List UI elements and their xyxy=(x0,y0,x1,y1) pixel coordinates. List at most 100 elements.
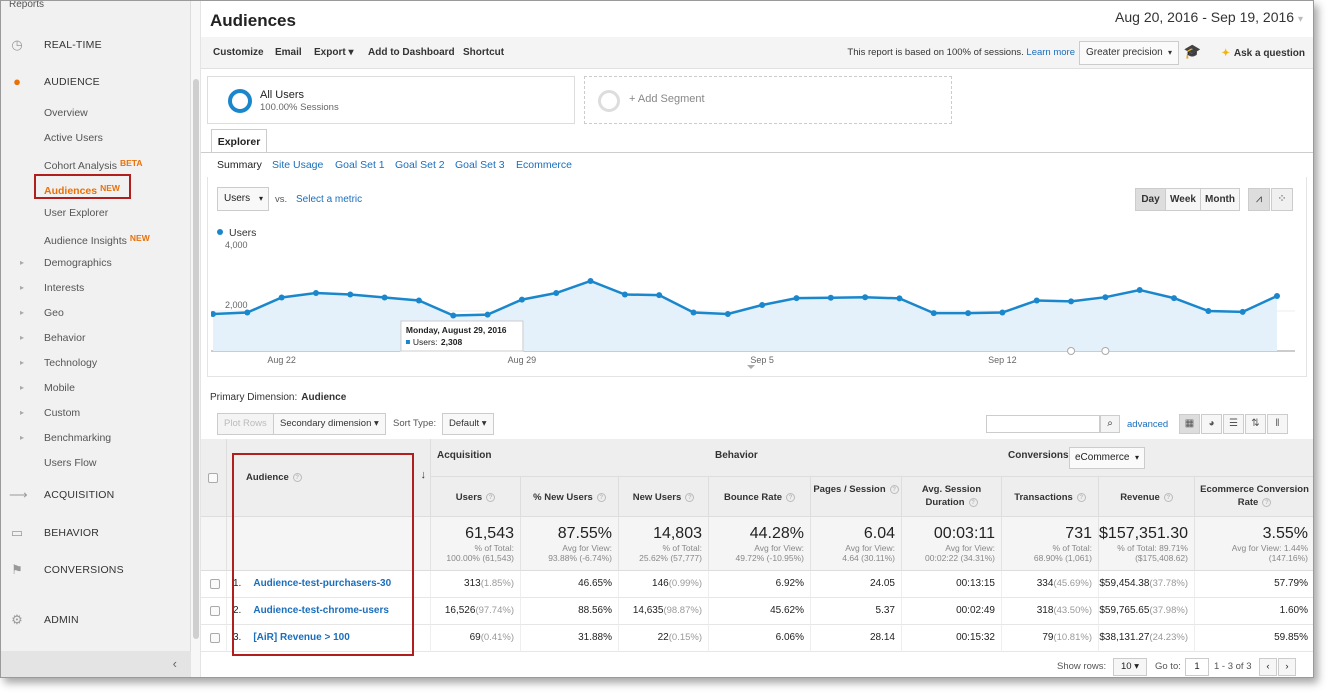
row-select-cell[interactable] xyxy=(201,598,227,625)
column-header[interactable]: % New Users? xyxy=(521,477,619,517)
email-button[interactable]: Email xyxy=(275,47,302,58)
column-header[interactable]: Transactions? xyxy=(1002,477,1099,517)
add-to-dashboard-button[interactable]: Add to Dashboard xyxy=(368,47,455,58)
column-header[interactable]: Bounce Rate? xyxy=(709,477,811,517)
sidebar-item-audience[interactable]: ● AUDIENCE xyxy=(1,71,191,93)
metric-select[interactable]: Users ▾ xyxy=(217,187,269,211)
sidebar-scrollbar[interactable] xyxy=(191,1,201,677)
sidebar-item-users-flow[interactable]: Users Flow xyxy=(1,452,191,474)
subtab-goal-set-2[interactable]: Goal Set 2 xyxy=(395,159,445,171)
legend-label: Users xyxy=(229,227,257,239)
select-all-cell[interactable] xyxy=(201,439,227,517)
subtab-summary[interactable]: Summary xyxy=(217,159,262,171)
tab-explorer[interactable]: Explorer xyxy=(211,129,267,153)
add-segment-button[interactable]: + Add Segment xyxy=(584,76,952,124)
period-week-button[interactable]: Week xyxy=(1165,188,1201,211)
segment-all-users[interactable]: All Users 100.00% Sessions xyxy=(207,76,575,124)
sidebar-item-audiences[interactable]: Audiences NEW xyxy=(1,177,191,199)
period-day-button[interactable]: Day xyxy=(1135,188,1166,211)
sidebar-item-admin[interactable]: ⚙ ADMIN xyxy=(1,609,191,631)
tooltip-title: Monday, August 29, 2016 xyxy=(406,325,507,335)
sidebar-item-technology[interactable]: ▸ Technology xyxy=(1,352,191,374)
customize-button[interactable]: Customize xyxy=(213,47,264,58)
search-icon[interactable]: ⌕ xyxy=(1100,415,1120,433)
performance-view-icon[interactable]: ☰ xyxy=(1223,414,1244,434)
column-header[interactable]: New Users? xyxy=(619,477,709,517)
table-cell: 00:13:15 xyxy=(902,571,1002,598)
conversion-type-select[interactable]: eCommerce ▾ xyxy=(1069,447,1145,469)
row-checkbox[interactable] xyxy=(210,633,220,643)
tooltip-label: Users: xyxy=(413,337,438,347)
shortcut-button[interactable]: Shortcut xyxy=(463,47,505,58)
period-month-button[interactable]: Month xyxy=(1200,188,1240,211)
sidebar-item-cohort-analysis[interactable]: Cohort Analysis BETA xyxy=(1,152,191,174)
sidebar-item-user-explorer[interactable]: User Explorer xyxy=(1,202,191,224)
sidebar-item-geo[interactable]: ▸ Geo xyxy=(1,302,191,324)
sidebar-item-realtime[interactable]: ◷ REAL-TIME xyxy=(1,34,191,56)
table-cell: 14,635(98.87%) xyxy=(619,598,709,625)
segment-ring-icon xyxy=(228,89,252,113)
audience-column-header[interactable]: Audience? ↓ xyxy=(227,439,431,517)
table-cell: 24.05 xyxy=(811,571,902,598)
goto-page-input[interactable]: 1 xyxy=(1185,658,1209,676)
table-search-input[interactable] xyxy=(986,415,1100,433)
collapse-sidebar-button[interactable]: ‹ xyxy=(1,651,191,677)
column-header[interactable]: Users? xyxy=(431,477,521,517)
sort-type-select[interactable]: Default ▾ xyxy=(442,413,494,435)
expand-arrow-icon: ▸ xyxy=(20,333,25,342)
audience-link[interactable]: Audience-test-chrome-users xyxy=(253,605,389,616)
sidebar-item-mobile[interactable]: ▸ Mobile xyxy=(1,377,191,399)
table-view-icon[interactable]: ▦ xyxy=(1179,414,1200,434)
graduation-cap-icon[interactable]: 🎓 xyxy=(1183,43,1201,59)
secondary-dimension-select[interactable]: Secondary dimension ▾ xyxy=(273,413,386,435)
subtab-ecommerce[interactable]: Ecommerce xyxy=(516,159,573,171)
scrollbar-thumb[interactable] xyxy=(193,79,199,639)
sidebar-item-benchmarking[interactable]: ▸ Benchmarking xyxy=(1,427,191,449)
select-metric-link[interactable]: Select a metric xyxy=(296,194,363,205)
row-checkbox[interactable] xyxy=(210,606,220,616)
badge: NEW xyxy=(100,183,120,193)
sidebar-item-interests[interactable]: ▸ Interests xyxy=(1,277,191,299)
column-header[interactable]: Ecommerce Conversion Rate? xyxy=(1195,477,1313,517)
row-checkbox[interactable] xyxy=(210,579,220,589)
data-point xyxy=(930,310,937,317)
pie-view-icon[interactable]: ◕ xyxy=(1201,414,1222,434)
sidebar-item-behavior[interactable]: ▭ BEHAVIOR xyxy=(1,522,191,544)
sidebar-item-conversions[interactable]: ⚑ CONVERSIONS xyxy=(1,559,191,581)
cell-value: 31.88% xyxy=(578,632,612,643)
advanced-filter-link[interactable]: advanced xyxy=(1127,419,1169,430)
motion-chart-icon[interactable]: ⁘ xyxy=(1271,188,1293,211)
sidebar-item-acquisition[interactable]: ⟶ ACQUISITION xyxy=(1,484,191,506)
sidebar-item-active-users[interactable]: Active Users xyxy=(1,127,191,149)
subtab-site-usage[interactable]: Site Usage xyxy=(272,159,324,171)
select-all-checkbox[interactable] xyxy=(208,473,218,483)
subtab-goal-set-1[interactable]: Goal Set 1 xyxy=(335,159,385,171)
audience-link[interactable]: Audience-test-purchasers-30 xyxy=(253,578,392,589)
rows-per-page-select[interactable]: 10 ▾ xyxy=(1113,658,1147,676)
row-select-cell[interactable] xyxy=(201,625,227,652)
audience-link[interactable]: [AiR] Revenue > 100 xyxy=(253,632,350,643)
sidebar-item-audience-insights[interactable]: Audience Insights NEW xyxy=(1,227,191,249)
pivot-view-icon[interactable]: ‖ xyxy=(1267,414,1288,434)
column-header[interactable]: Revenue? xyxy=(1099,477,1195,517)
plot-rows-button[interactable]: Plot Rows xyxy=(217,413,274,435)
next-page-button[interactable]: › xyxy=(1278,658,1296,676)
precision-select[interactable]: Greater precision ▾ xyxy=(1079,41,1179,65)
subtab-goal-set-3[interactable]: Goal Set 3 xyxy=(455,159,505,171)
line-chart-icon[interactable]: ⩘ xyxy=(1248,188,1270,211)
sidebar-item-custom[interactable]: ▸ Custom xyxy=(1,402,191,424)
comparison-view-icon[interactable]: ⇅ xyxy=(1245,414,1266,434)
sidebar-item-behavior[interactable]: ▸ Behavior xyxy=(1,327,191,349)
export-button[interactable]: Export ▾ xyxy=(314,47,354,58)
column-header[interactable]: Pages / Session? xyxy=(811,477,902,517)
sidebar-item-overview[interactable]: Overview xyxy=(1,102,191,124)
date-range-picker[interactable]: Aug 20, 2016 - Sep 19, 2016 ▾ xyxy=(1115,9,1303,25)
column-header[interactable]: Avg. Session Duration? xyxy=(902,477,1002,517)
sort-type-label: Sort Type: xyxy=(393,418,437,429)
sidebar-item-demographics[interactable]: ▸ Demographics xyxy=(1,252,191,274)
prev-page-button[interactable]: ‹ xyxy=(1259,658,1277,676)
users-line-chart[interactable]: 4,000 2,000 Aug 22 Aug 29 Sep 5 Sep 12 Monday,… xyxy=(211,241,1303,376)
row-select-cell[interactable] xyxy=(201,571,227,598)
learn-more-link[interactable]: Learn more xyxy=(1026,47,1075,58)
ask-question-button[interactable]: ✦ Ask a question xyxy=(1221,48,1305,59)
